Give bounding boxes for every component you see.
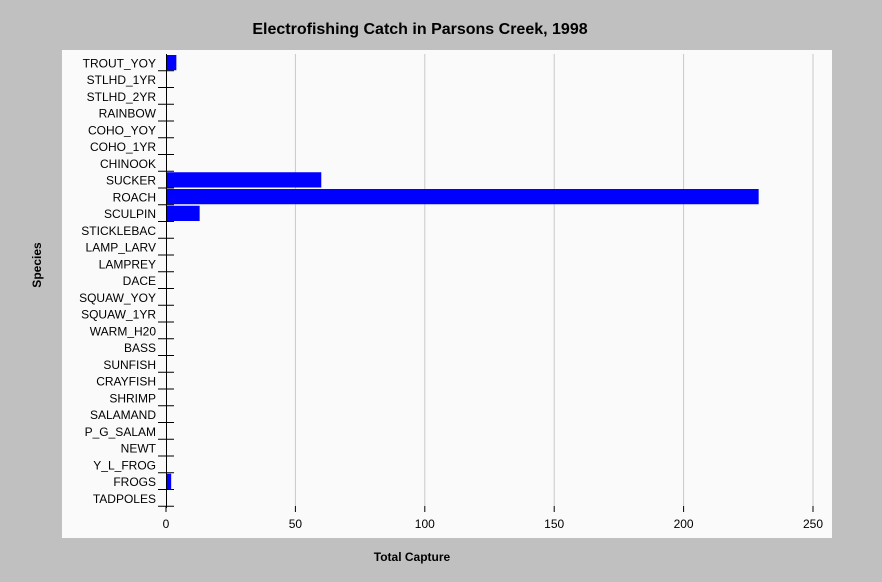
category-label: SQUAW_1YR bbox=[81, 308, 156, 322]
y-axis-title: Species bbox=[30, 242, 44, 288]
axes bbox=[158, 54, 814, 512]
category-labels: TROUT_YOY STLHD_1YR STLHD_2YR RAINBOW COHO_Y… bbox=[79, 56, 157, 506]
category-label: BASS bbox=[124, 341, 156, 355]
category-label: COHO_1YR bbox=[90, 140, 156, 154]
x-tick-label: 50 bbox=[289, 517, 303, 531]
category-label: CRAYFISH bbox=[96, 375, 156, 389]
category-label: LAMP_LARV bbox=[86, 241, 156, 255]
category-label: NEWT bbox=[121, 442, 157, 456]
category-label: CHINOOK bbox=[100, 157, 156, 171]
category-label: TROUT_YOY bbox=[83, 56, 156, 70]
category-label: STLHD_1YR bbox=[87, 73, 157, 87]
category-label: SCULPIN bbox=[104, 207, 156, 221]
category-label: SALAMAND bbox=[90, 408, 156, 422]
bar bbox=[166, 189, 759, 205]
category-label: Y_L_FROG bbox=[93, 458, 156, 472]
category-label: STLHD_2YR bbox=[87, 90, 157, 104]
x-tick-label: 0 bbox=[163, 517, 170, 531]
category-label: DACE bbox=[123, 274, 156, 288]
category-label: SUCKER bbox=[106, 174, 156, 188]
x-tick-labels: 0 50 100 150 200 250 bbox=[163, 517, 824, 531]
x-tick-label: 200 bbox=[674, 517, 694, 531]
category-label: SHRIMP bbox=[109, 391, 156, 405]
category-label: TADPOLES bbox=[93, 492, 156, 506]
plot-area bbox=[62, 50, 832, 538]
gridlines bbox=[294, 54, 814, 506]
x-tick-label: 100 bbox=[415, 517, 435, 531]
chart-title: Electrofishing Catch in Parsons Creek, 1… bbox=[252, 21, 587, 38]
x-axis-title: Total Capture bbox=[374, 550, 451, 564]
x-tick-label: 250 bbox=[803, 517, 823, 531]
category-label: STICKLEBAC bbox=[81, 224, 156, 238]
x-tick-label: 150 bbox=[544, 517, 564, 531]
bar bbox=[166, 172, 322, 188]
category-label: WARM_H20 bbox=[90, 324, 157, 338]
bars bbox=[166, 55, 759, 489]
category-label: ROACH bbox=[113, 190, 156, 204]
category-label: P_G_SALAM bbox=[85, 425, 156, 439]
category-label: FROGS bbox=[113, 475, 156, 489]
bar bbox=[166, 55, 177, 71]
category-label: COHO_YOY bbox=[88, 123, 156, 137]
category-label: SQUAW_YOY bbox=[79, 291, 156, 305]
category-label: LAMPREY bbox=[99, 257, 156, 271]
category-label: RAINBOW bbox=[99, 107, 157, 121]
bar bbox=[166, 473, 172, 489]
category-label: SUNFISH bbox=[103, 358, 156, 372]
bar bbox=[166, 205, 200, 221]
